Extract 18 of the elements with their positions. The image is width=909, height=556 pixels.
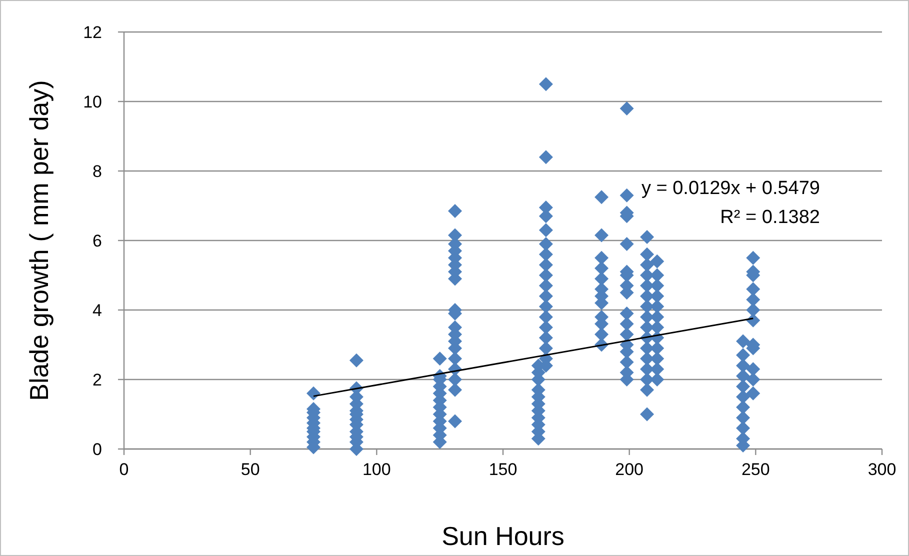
x-tick-label: 0 xyxy=(119,460,129,479)
y-tick-label: 12 xyxy=(83,23,102,42)
x-tick-label: 150 xyxy=(488,460,518,479)
x-tick-label: 250 xyxy=(741,460,770,479)
annotation: R² = 0.1382 xyxy=(720,207,820,228)
x-tick-label: 50 xyxy=(240,460,260,479)
x-axis-title: Sun Hours xyxy=(442,521,564,551)
y-axis-title: Blade growth ( mm per day) xyxy=(24,80,54,401)
y-tick-label: 2 xyxy=(92,370,102,390)
y-tick-label: 4 xyxy=(92,301,102,320)
y-tick-label: 8 xyxy=(92,162,102,181)
x-tick-label: 200 xyxy=(615,460,644,479)
x-tick-label: 100 xyxy=(362,460,391,479)
y-tick-label: 0 xyxy=(92,440,102,459)
annotation: y = 0.0129x + 0.5479 xyxy=(641,178,820,199)
y-tick-label: 10 xyxy=(83,92,102,112)
x-tick-label: 300 xyxy=(868,460,896,479)
y-tick-label: 6 xyxy=(92,232,102,250)
